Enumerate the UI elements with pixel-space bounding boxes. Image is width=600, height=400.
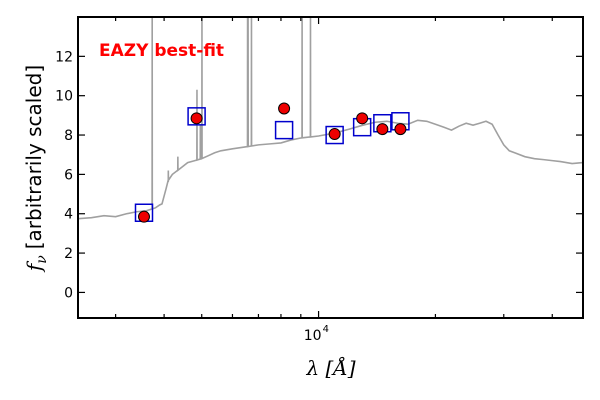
observed-point: [328, 128, 341, 141]
y-tick-label: 8: [64, 128, 73, 144]
observed-point: [137, 210, 150, 223]
x-tick-exponent: 4: [323, 324, 329, 335]
observed-point: [278, 102, 291, 115]
y-axis-subscript: ν: [34, 255, 50, 264]
chart-annotation: EAZY best-fit: [99, 41, 224, 61]
y-tick-label: 2: [64, 246, 73, 262]
y-axis-text: [arbitrarily scaled]: [22, 65, 46, 249]
plot-frame: [77, 16, 584, 319]
y-tick-label: 10: [55, 89, 73, 105]
model-photometry-series: [134, 107, 410, 222]
observed-photometry-series: [137, 102, 407, 223]
plot-area: [78, 17, 583, 223]
template-spectrum: [78, 17, 583, 220]
observed-point: [394, 123, 407, 136]
y-tick-label: 6: [64, 167, 73, 183]
y-axis-label: fν[arbitrarily scaled]: [22, 65, 50, 273]
observed-point: [190, 112, 203, 125]
model-point: [274, 120, 294, 140]
template-line: [78, 17, 583, 220]
x-tick-label-10000: 10: [304, 328, 322, 344]
y-tick-label: 12: [55, 49, 73, 65]
observed-point: [356, 112, 369, 125]
y-tick-label: 4: [64, 207, 73, 223]
model-point: [187, 107, 206, 126]
model-point: [325, 125, 344, 145]
y-tick-labels: 0 2 4 6 8 10 12: [55, 49, 73, 301]
x-axis-label: λ [Å]: [305, 355, 355, 380]
axis-ticks: [78, 17, 583, 318]
y-tick-label: 0: [64, 285, 73, 301]
observed-point: [376, 123, 389, 136]
